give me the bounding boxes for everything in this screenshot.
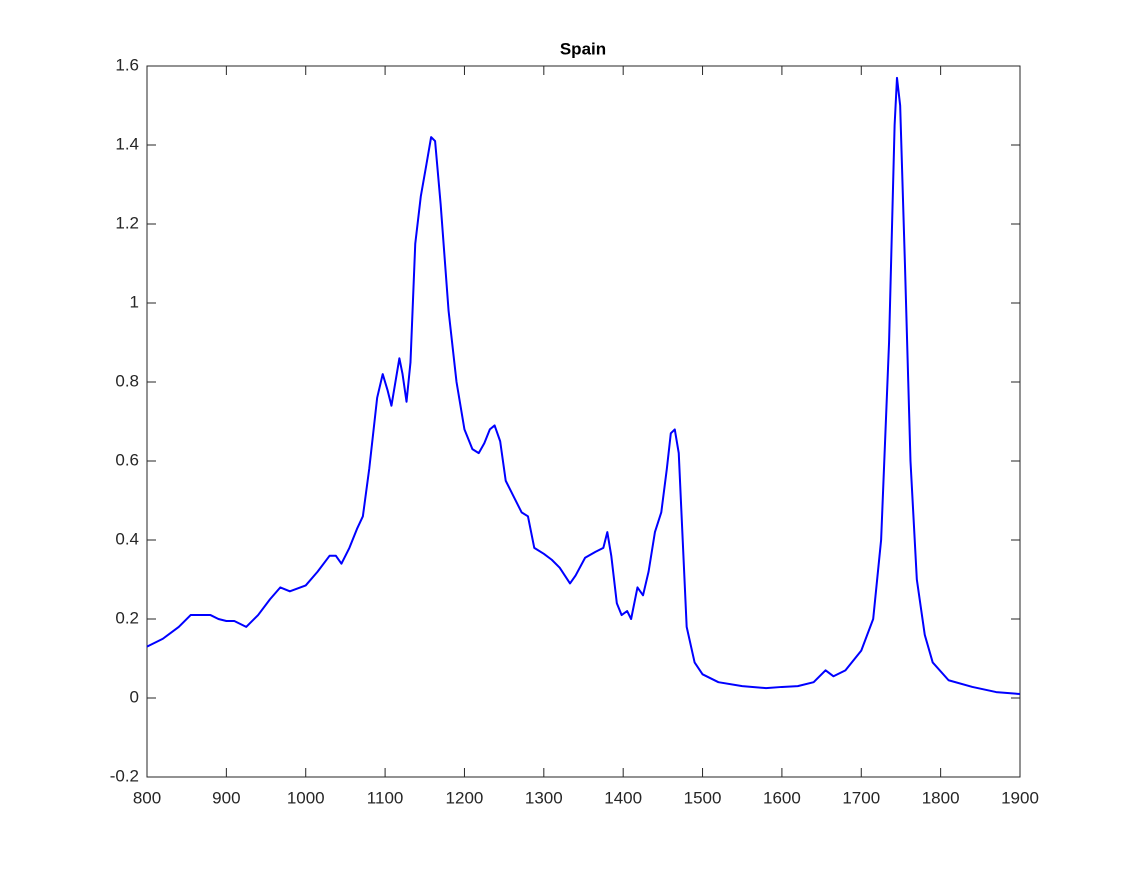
chart-title: Spain [560,39,606,58]
y-tick-label: 0 [130,687,139,706]
x-tick-label: 1700 [842,788,880,807]
x-tick-label: 1000 [287,788,325,807]
x-tick-label: 1900 [1001,788,1039,807]
y-tick-label: 0.8 [115,371,139,390]
y-tick-label: 1.6 [115,55,139,74]
y-tick-label: 0.2 [115,608,139,627]
x-tick-label: 1200 [446,788,484,807]
x-tick-label: 900 [212,788,240,807]
x-tick-label: 1800 [922,788,960,807]
spectrum-line [146,76,1021,696]
x-tick-label: 1500 [684,788,722,807]
x-tick-label: 1300 [525,788,563,807]
x-tick-label: 1100 [367,788,404,807]
y-tick-label: 1.2 [115,213,139,232]
x-tick-label: 800 [133,788,161,807]
x-tick-label: 1600 [763,788,801,807]
y-tick-label: 1.4 [115,134,139,153]
y-tick-label: 0.4 [115,529,139,548]
axes-box [146,65,1021,778]
y-tick-label: 0.6 [115,450,139,469]
y-tick-label: -0.2 [110,766,139,785]
x-tick-label: 1400 [604,788,642,807]
y-tick-label: 1 [130,292,139,311]
